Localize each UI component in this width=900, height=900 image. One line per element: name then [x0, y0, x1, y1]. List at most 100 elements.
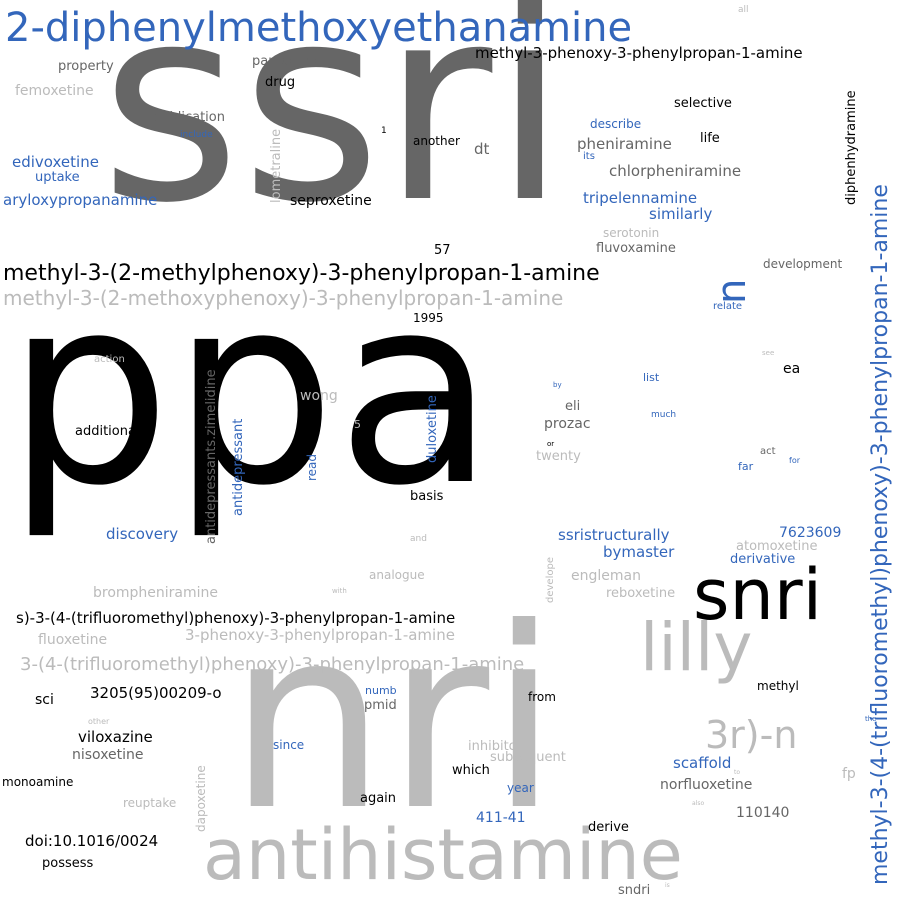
cloud-word: since — [273, 738, 305, 752]
cloud-word: viloxazine — [78, 728, 153, 746]
cloud-word: prozac — [544, 416, 591, 432]
cloud-word: develope — [545, 557, 556, 603]
cloud-word: antidepressant — [231, 418, 246, 516]
cloud-word: methyl-3-(2-methoxyphenoxy)-3-phenylprop… — [3, 286, 564, 310]
cloud-word: basis — [410, 489, 444, 504]
cloud-word: eli — [565, 399, 581, 414]
cloud-word: atomoxetine — [736, 539, 818, 554]
cloud-word: lometraline — [269, 128, 284, 203]
cloud-word: 3205(95)00209-o — [90, 684, 222, 702]
cloud-word: analogue — [369, 568, 425, 582]
cloud-word: all — [738, 5, 749, 15]
cloud-word: again — [360, 791, 397, 806]
cloud-word: another — [413, 134, 460, 148]
cloud-word: fluoxetine — [38, 632, 108, 648]
cloud-word: describe — [590, 117, 642, 131]
cloud-word: similarly — [649, 205, 713, 223]
cloud-word: nisoxetine — [72, 747, 144, 763]
cloud-word: which — [452, 763, 490, 778]
cloud-word: engleman — [571, 568, 641, 584]
cloud-word: 57 — [434, 243, 451, 258]
cloud-word: for — [789, 456, 800, 465]
cloud-word: other — [88, 717, 110, 726]
cloud-word: snri — [693, 554, 823, 636]
cloud-word: is — [665, 882, 670, 889]
cloud-word: action — [94, 354, 125, 365]
cloud-word: 1995 — [413, 311, 444, 325]
cloud-word: property — [58, 59, 114, 74]
cloud-word: sci — [35, 692, 54, 708]
cloud-word: seproxetine — [290, 193, 372, 209]
cloud-word: act — [760, 446, 776, 457]
cloud-word: monoamine — [2, 775, 74, 789]
cloud-word: derive — [588, 820, 629, 835]
cloud-word: dt — [474, 140, 490, 158]
cloud-word: methyl-3-phenoxy-3-phenylpropan-1-amine — [475, 44, 803, 62]
cloud-word: and — [410, 534, 427, 544]
cloud-word: development — [763, 257, 843, 271]
cloud-word: methyl-3-(2-methylphenoxy)-3-phenylpropa… — [3, 261, 600, 286]
cloud-word: lilly — [640, 609, 753, 686]
cloud-word: list — [643, 371, 660, 384]
cloud-word: bymaster — [603, 543, 675, 561]
cloud-word: reuptake — [123, 796, 177, 810]
cloud-word: uptake — [35, 170, 80, 185]
cloud-word: antihistamine — [203, 814, 683, 896]
cloud-word: ppa — [6, 241, 496, 543]
cloud-word: far — [738, 460, 754, 473]
cloud-word: the — [865, 715, 877, 723]
cloud-word: scaffold — [673, 754, 732, 772]
cloud-word: inhibitor — [468, 739, 522, 754]
cloud-word: nri — [228, 574, 559, 865]
cloud-word: ssristructurally — [558, 526, 670, 544]
cloud-word: ea — [783, 361, 801, 377]
cloud-word: 2-diphenylmethoxyethanamine — [5, 5, 633, 51]
cloud-word: selective — [674, 96, 732, 111]
cloud-word: 411-41 — [476, 810, 526, 826]
cloud-word: 1 — [381, 126, 387, 136]
cloud-word: 3-(4-(trifluoromethyl)phenoxy)-3-phenylp… — [20, 654, 525, 675]
cloud-word: its — [583, 151, 595, 162]
cloud-word: duloxetine — [425, 395, 440, 463]
cloud-word: antidepressants.zimelidine — [204, 369, 219, 544]
cloud-word: fluvoxamine — [596, 241, 676, 256]
cloud-word: year — [507, 781, 534, 795]
cloud-word: methyl-3-(4-(trifluoromethyl)phenoxy)-3-… — [868, 184, 893, 885]
cloud-word: paroxetine — [252, 54, 322, 69]
cloud-word: chlorpheniramine — [609, 162, 742, 180]
cloud-word: 5 — [354, 418, 361, 431]
cloud-word: include — [180, 130, 213, 140]
cloud-word: dapoxetine — [194, 765, 208, 832]
cloud-word: also — [692, 800, 705, 807]
cloud-word: drug — [265, 75, 296, 90]
cloud-word: brompheniramine — [93, 585, 219, 601]
cloud-word: aryloxypropanamine — [3, 191, 158, 209]
cloud-word: publication — [153, 110, 225, 125]
cloud-word: numb — [365, 684, 397, 697]
cloud-word: read — [305, 453, 319, 481]
cloud-word: twenty — [536, 449, 581, 464]
cloud-word: from — [528, 690, 556, 704]
cloud-word: norfluoxetine — [660, 777, 753, 793]
cloud-word: edivoxetine — [12, 153, 99, 171]
cloud-word: to — [734, 769, 741, 776]
cloud-word: wong — [300, 388, 338, 404]
cloud-word: additional — [75, 424, 140, 439]
cloud-word: subsequent — [490, 750, 566, 765]
cloud-word: much — [651, 410, 677, 420]
cloud-word: tripelennamine — [583, 189, 698, 207]
cloud-word: possess — [42, 856, 94, 871]
cloud-word: discovery — [106, 525, 179, 543]
cloud-word: relate — [713, 301, 743, 312]
cloud-word: derivative — [730, 552, 796, 567]
cloud-word: by — [553, 381, 562, 389]
cloud-word: s)-3-(4-(trifluoromethyl)phenoxy)-3-phen… — [16, 609, 456, 627]
cloud-word: serotonin — [603, 226, 660, 240]
cloud-word: pmid — [364, 698, 397, 713]
cloud-word: or — [547, 440, 555, 448]
cloud-word: pheniramine — [577, 135, 672, 153]
cloud-word: diphenhydramine — [844, 90, 859, 205]
cloud-word: sndri — [618, 883, 651, 898]
cloud-word: life — [700, 131, 720, 146]
